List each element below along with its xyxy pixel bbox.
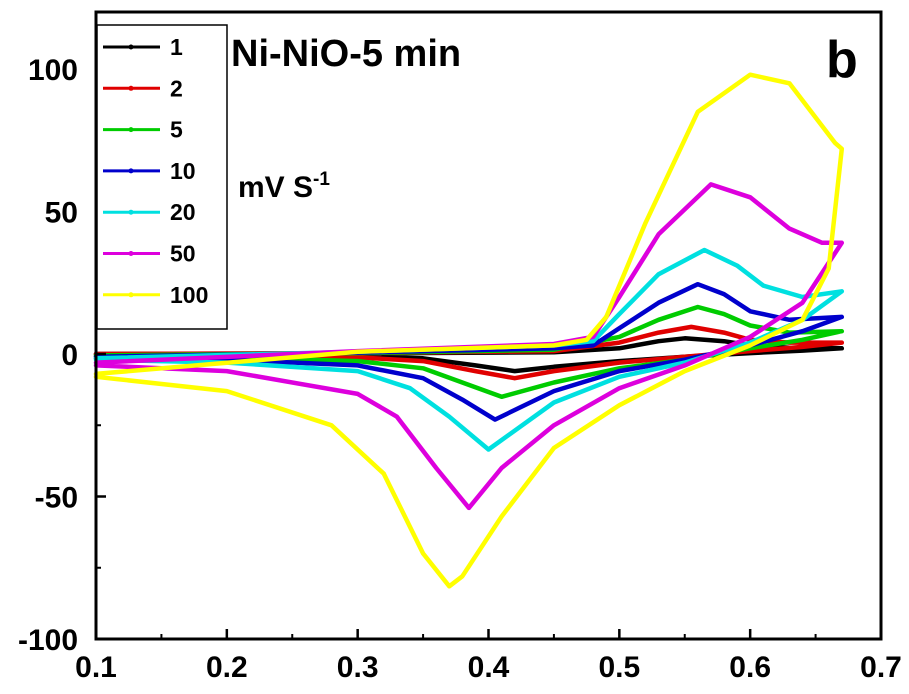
legend-label-50: 50 [170, 241, 196, 267]
legend-marker-2 [128, 85, 134, 91]
legend-marker-10 [128, 168, 134, 174]
legend-marker-100 [128, 292, 134, 298]
legend: 1 2 5 10 20 50 100 [96, 24, 228, 330]
panel-label: b [826, 31, 858, 89]
unit-superscript: -1 [313, 169, 330, 190]
x-tick-label: 0.3 [337, 651, 379, 684]
y-tick-label: 0 [61, 339, 78, 372]
y-tick-label: 100 [28, 54, 78, 87]
x-tick-label: 0.5 [598, 651, 640, 684]
legend-marker-50 [128, 251, 134, 256]
legend-label-100: 100 [170, 282, 208, 308]
legend-label-2: 2 [170, 75, 183, 101]
x-tick-label: 0.6 [729, 651, 771, 684]
scan-rate-unit: mV S-1 [238, 169, 330, 204]
legend-label-1: 1 [170, 34, 183, 60]
series-100-curve [93, 72, 845, 589]
legend-marker-1 [128, 44, 134, 50]
x-tick-label: 0.2 [206, 651, 248, 684]
series-2-curve [93, 324, 845, 381]
x-tick-label: 0.7 [860, 651, 902, 684]
unit-base: mV S [238, 171, 313, 204]
x-tick-label: 0.1 [75, 651, 117, 684]
series-20-curve [93, 247, 845, 452]
chart-title: Ni-NiO-5 min [231, 33, 461, 75]
x-tick-label: 0.4 [468, 651, 510, 684]
legend-label-20: 20 [170, 199, 196, 225]
axis-ticks: 0.1 0.2 0.3 0.4 0.5 0.6 0.7 -100 -50 0 50 100 [18, 54, 902, 684]
legend-marker-5 [128, 127, 134, 133]
plot-area [93, 72, 845, 589]
legend-marker-20 [128, 209, 134, 215]
y-tick-label: -50 [35, 482, 78, 515]
series-5-curve [93, 304, 845, 400]
legend-box [96, 24, 228, 330]
y-tick-label: 50 [45, 197, 78, 230]
y-tick-label: -100 [18, 624, 78, 657]
series-1-curve [93, 336, 845, 374]
legend-label-5: 5 [170, 117, 183, 143]
legend-label-10: 10 [170, 158, 196, 184]
series-10-curve [93, 281, 845, 422]
